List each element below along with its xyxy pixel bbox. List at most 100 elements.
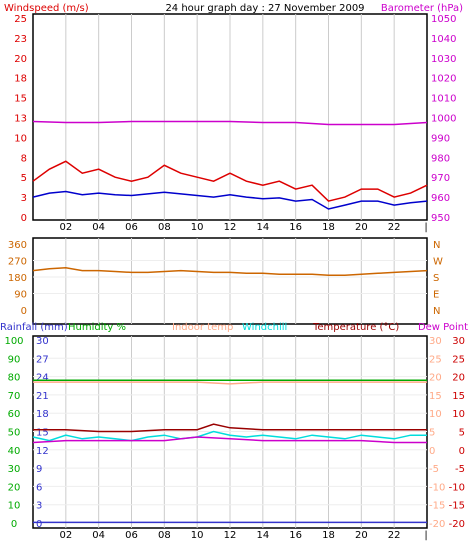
compass-tick: E xyxy=(433,290,439,301)
rainfall-tick: 0 xyxy=(36,519,42,530)
direction-tick: 90 xyxy=(14,290,27,301)
windchill-line xyxy=(32,430,427,442)
windchill-title: Windchill xyxy=(242,322,287,333)
x-tick-label: 06 xyxy=(125,530,138,541)
barometer-tick: 1010 xyxy=(431,94,456,105)
barometer-tick: 1020 xyxy=(431,74,456,85)
x-tick-label: 22 xyxy=(388,222,401,233)
indoor-temp-tick: -15 xyxy=(429,501,445,512)
direction-tick: 180 xyxy=(8,273,27,284)
humidity-tick: 30 xyxy=(8,464,21,475)
humidity-tick: 70 xyxy=(8,391,21,402)
x-tick-label: 20 xyxy=(355,530,368,541)
x-tick-label: 08 xyxy=(158,222,171,233)
windspeed-tick: 3 xyxy=(21,193,27,204)
rainfall-tick: 27 xyxy=(36,354,49,365)
x-tick-label: 04 xyxy=(92,530,105,541)
indoor-temp-tick: -20 xyxy=(429,519,445,530)
temperature-tick: 30 xyxy=(452,336,465,347)
compass-tick: N xyxy=(433,240,440,251)
rainfall-tick: 3 xyxy=(36,501,42,512)
windavg-line xyxy=(32,190,428,210)
dewpoint-line xyxy=(32,436,427,444)
humidity-tick: 0 xyxy=(11,519,17,530)
x-tick-label: 12 xyxy=(224,530,237,541)
indoor-temp-tick: -5 xyxy=(429,464,439,475)
rainfall-tick: 21 xyxy=(36,391,49,402)
x-tick-label: 16 xyxy=(289,530,302,541)
x-tick-label: 18 xyxy=(322,222,335,233)
barometer-tick: 960 xyxy=(431,193,450,204)
windspeed-line xyxy=(32,160,428,202)
temperature-tick: 15 xyxy=(452,391,465,402)
indoor-temp-line xyxy=(33,381,427,385)
x-tick-label: 06 xyxy=(125,222,138,233)
indoor-temp-tick: 20 xyxy=(429,373,442,384)
indoor-temp-title: Indoor temp xyxy=(172,322,233,333)
barometer-tick: 1000 xyxy=(431,114,456,125)
barometer-tick: 990 xyxy=(431,133,450,144)
temperature-tick: 20 xyxy=(452,373,465,384)
barometer-tick: 970 xyxy=(431,173,450,184)
x-tick-label: 04 xyxy=(92,222,105,233)
windspeed-axis-title: Windspeed (m/s) xyxy=(4,3,89,14)
barometer-axis-title: Barometer (hPa) xyxy=(381,3,463,14)
windspeed-tick: 15 xyxy=(14,94,27,105)
humidity-axis-title: Humidity % xyxy=(68,322,126,333)
barometer-tick: 1040 xyxy=(431,34,456,45)
temperature-tick: 10 xyxy=(452,409,465,420)
windspeed-tick: 13 xyxy=(14,114,27,125)
x-tick-end: | xyxy=(424,222,427,233)
humidity-tick: 100 xyxy=(4,336,23,347)
x-tick-end: | xyxy=(424,530,427,541)
indoor-temp-tick: -10 xyxy=(429,482,445,493)
temperature-line xyxy=(33,423,427,433)
temperature-tick: -15 xyxy=(449,501,465,512)
rainfall-tick: 18 xyxy=(36,409,49,420)
temperature-tick: -20 xyxy=(449,519,465,530)
x-tick-label: 18 xyxy=(322,530,335,541)
direction-tick: 270 xyxy=(8,257,27,268)
x-tick-label: 08 xyxy=(158,530,171,541)
direction-tick: 360 xyxy=(8,240,27,251)
windspeed-tick: 8 xyxy=(21,153,27,164)
humidity-tick: 10 xyxy=(8,501,21,512)
barometer-tick: 950 xyxy=(431,213,450,224)
windspeed-tick: 10 xyxy=(14,133,27,144)
graph-title: 24 hour graph day : 27 November 2009 xyxy=(165,3,364,14)
humidity-tick: 60 xyxy=(8,409,21,420)
windspeed-tick: 25 xyxy=(14,14,27,25)
humidity-tick: 50 xyxy=(8,428,21,439)
windspeed-tick: 5 xyxy=(21,173,27,184)
rainfall-tick: 6 xyxy=(36,482,42,493)
rainfall-tick: 30 xyxy=(36,336,49,347)
x-tick-label: 10 xyxy=(191,530,204,541)
temperature-tick: 25 xyxy=(452,354,465,365)
indoor-temp-tick: 0 xyxy=(429,446,435,457)
windspeed-tick: 23 xyxy=(14,34,27,45)
barometer-tick: 1030 xyxy=(431,54,456,65)
temperature-tick: -5 xyxy=(455,464,465,475)
barometer-line xyxy=(32,120,428,126)
rainfall-tick: 15 xyxy=(36,428,49,439)
indoor-temp-tick: 30 xyxy=(429,336,442,347)
x-tick-label: 12 xyxy=(224,222,237,233)
compass-tick: W xyxy=(433,257,443,268)
compass-tick: N xyxy=(433,306,440,317)
barometer-tick: 980 xyxy=(431,153,450,164)
direction-line xyxy=(32,267,428,276)
indoor-temp-tick: 10 xyxy=(429,409,442,420)
barometer-tick: 1050 xyxy=(431,14,456,25)
humidity-tick: 20 xyxy=(8,482,21,493)
windspeed-tick: 20 xyxy=(14,54,27,65)
direction-tick: 0 xyxy=(21,306,27,317)
compass-tick: S xyxy=(433,273,439,284)
indoor-temp-tick: 5 xyxy=(429,428,435,439)
dewpoint-title: Dew Point xyxy=(418,322,468,333)
temperature-tick: 0 xyxy=(459,446,465,457)
x-tick-label: 14 xyxy=(256,222,269,233)
x-tick-label: 22 xyxy=(388,530,401,541)
indoor-temp-tick: 15 xyxy=(429,391,442,402)
